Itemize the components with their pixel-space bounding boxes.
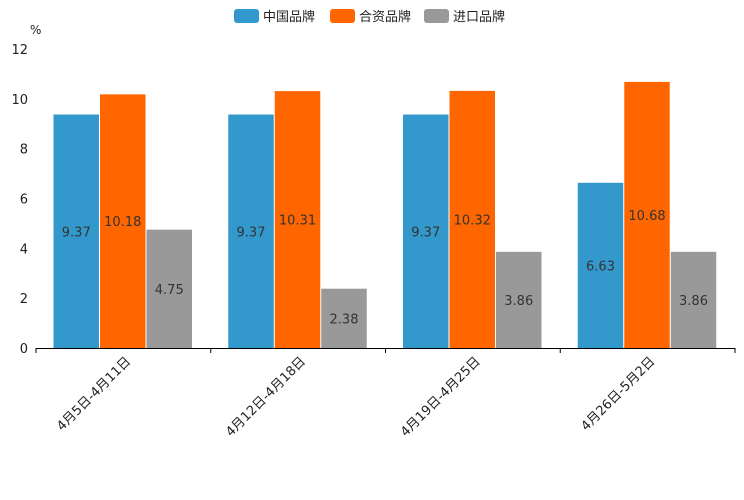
legend-item: 合资品牌: [330, 9, 411, 25]
bar-value-label: 10.18: [104, 215, 141, 230]
x-tick-label: 4月26日-5月2日: [579, 354, 659, 434]
bar-value-label: 10.31: [279, 214, 316, 229]
legend: 中国品牌 合资品牌 进口品牌: [234, 9, 505, 25]
bar-value-label: 9.37: [62, 225, 91, 240]
y-tick-label: 2: [20, 292, 28, 307]
bar: [577, 182, 624, 348]
bar-value-label: 3.86: [504, 294, 533, 309]
bar: [100, 94, 146, 349]
y-tick-label: 4: [20, 242, 28, 257]
bar: [496, 251, 542, 348]
bar: [228, 114, 274, 349]
x-tick-label: 4月5日-4月11日: [54, 354, 134, 434]
bar-value-label: 6.63: [586, 259, 615, 274]
legend-label: 合资品牌: [359, 9, 411, 25]
bar: [403, 114, 449, 349]
y-tick-label: 6: [20, 193, 28, 208]
bar: [146, 229, 192, 348]
bar-value-label: 4.75: [155, 283, 184, 298]
legend-swatch: [330, 9, 355, 23]
x-tick-label: 4月12日-4月18日: [223, 354, 309, 440]
bar-value-label: 9.37: [411, 225, 440, 240]
y-tick-label: 12: [11, 43, 28, 58]
bar-value-label: 9.37: [237, 225, 266, 240]
y-tick-label: 8: [20, 143, 28, 158]
bars: [53, 81, 717, 349]
bar: [670, 251, 717, 348]
legend-item: 中国品牌: [234, 9, 315, 25]
bar: [53, 114, 99, 349]
x-tick-label: 4月19日-4月25日: [398, 354, 484, 440]
bar: [321, 288, 367, 348]
legend-item: 进口品牌: [424, 9, 505, 25]
legend-label: 进口品牌: [453, 9, 505, 25]
bar-value-label: 10.68: [628, 209, 665, 224]
bar-value-label: 3.86: [679, 294, 708, 309]
data-labels: 9.37 10.18 4.75 9.37 10.31 2.38 9.37 10.32 3.86 6…: [62, 209, 708, 327]
y-axis-unit-label: %: [30, 23, 41, 37]
y-tick-label: 10: [11, 93, 28, 108]
bar: [274, 91, 321, 349]
bar: [624, 81, 670, 348]
bar: [449, 90, 495, 349]
bar-value-label: 2.38: [330, 312, 359, 327]
y-tick-label: 0: [20, 342, 28, 357]
legend-label: 中国品牌: [263, 9, 315, 25]
legend-swatch: [234, 9, 259, 23]
bar-value-label: 10.32: [454, 213, 491, 228]
legend-swatch: [424, 9, 449, 23]
